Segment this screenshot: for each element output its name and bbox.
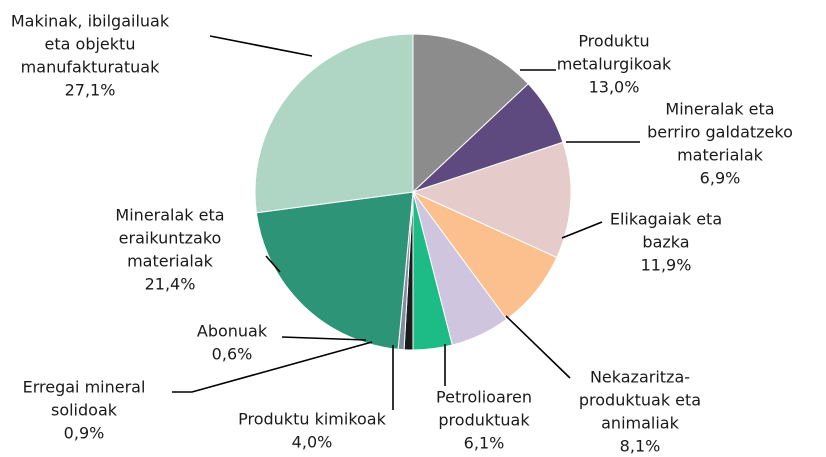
slice-label: eta objektu [45,35,136,54]
pie-slice [411,141,572,259]
value-label: 11,9% [641,256,692,275]
slice-label: produktuak eta [579,391,701,410]
value-label: 0,9% [64,424,105,443]
value-label: 21,4% [145,275,196,294]
slice-label: Erregai mineral [23,378,146,397]
slice-label: Nekazaritza- [590,368,690,387]
slice-label: Makinak, ibilgailuak [11,12,170,31]
slice-label: manufakturatuak [21,58,160,77]
slice-label: metalurgikoak [557,55,672,74]
slice-label: Produktu kimikoak [238,410,386,429]
slice-label: materialak [677,146,764,165]
slice-label: eraikuntzako [119,229,222,248]
pie-slice [254,33,414,214]
leader-line [265,255,281,273]
value-label: 6,9% [700,169,741,188]
slice-label: Petrolioaren [436,388,532,407]
leader-line [505,315,571,379]
slice-label: materialak [127,252,214,271]
leader-line [209,35,313,57]
slice-label: berriro galdatzeko [647,123,793,142]
leader-line [561,221,603,239]
slice-label: Elikagaiak eta [610,210,722,229]
slice-label: Produktu [578,32,649,51]
slice-label: Abonuak [197,322,268,341]
slice-label: solidoak [51,401,118,420]
leader-line [172,341,373,393]
pie-slice [412,33,529,194]
value-label: 4,0% [292,433,333,452]
value-label: 0,6% [212,345,253,364]
value-label: 27,1% [65,81,116,100]
value-label: 6,1% [464,434,505,453]
slice-label: Mineralak eta [115,206,224,225]
slice-label: produktuak [438,411,530,430]
pie-slice [255,191,414,350]
value-label: 8,1% [620,437,661,456]
leader-line [281,336,367,341]
value-label: 13,0% [589,78,640,97]
slice-label: Mineralak eta [665,100,774,119]
slice-label: bazka [642,233,689,252]
slice-label: animaliak [601,414,679,433]
